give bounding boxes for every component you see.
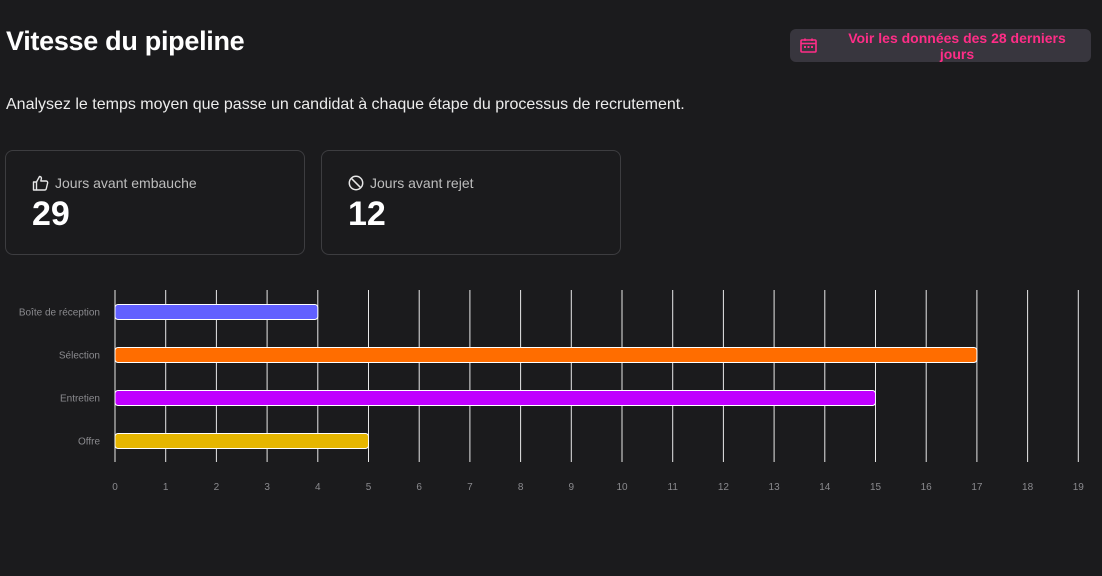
bar-3 <box>114 433 369 449</box>
thumbs-up-icon <box>32 175 49 191</box>
x-tick-label: 9 <box>569 482 575 493</box>
bar-0 <box>114 304 319 320</box>
chart-tick-labels: 0 1 2 3 4 5 6 7 8 9 10 11 12 13 14 15 16 17 18 19 <box>112 482 1084 493</box>
category-label: Sélection <box>59 351 100 362</box>
stat-hire-label: Jours avant embauche <box>55 175 197 191</box>
x-tick-label: 4 <box>315 482 321 493</box>
chart-category-labels: Boîte de réception Sélection Entretien Offr… <box>19 308 101 448</box>
x-tick-label: 2 <box>214 482 220 493</box>
x-tick-label: 18 <box>1022 482 1034 493</box>
x-tick-label: 17 <box>971 482 983 493</box>
x-tick-label: 6 <box>416 482 422 493</box>
x-tick-label: 7 <box>467 482 473 493</box>
bar-1 <box>114 347 978 363</box>
x-tick-label: 1 <box>163 482 169 493</box>
date-range-button[interactable]: Voir les données des 28 derniers jours <box>790 29 1091 62</box>
x-tick-label: 12 <box>718 482 730 493</box>
prohibited-icon <box>348 175 364 191</box>
chart-grid <box>114 290 1079 462</box>
page-description: Analysez le temps moyen que passe un can… <box>6 96 685 113</box>
x-tick-label: 5 <box>366 482 372 493</box>
category-label: Entretien <box>60 394 100 405</box>
x-tick-label: 3 <box>264 482 270 493</box>
stat-reject-value: 12 <box>348 195 386 233</box>
x-tick-label: 11 <box>668 482 679 493</box>
x-tick-label: 15 <box>870 482 882 493</box>
x-tick-label: 8 <box>518 482 524 493</box>
x-tick-label: 16 <box>921 482 933 493</box>
stat-card-reject-header: Jours avant rejet <box>348 175 474 191</box>
x-tick-label: 19 <box>1073 482 1085 493</box>
stat-card-hire: Jours avant embauche 29 <box>5 150 305 255</box>
x-tick-label: 14 <box>819 482 831 493</box>
bar-2 <box>114 390 876 406</box>
date-range-label: Voir les données des 28 derniers jours <box>848 29 1066 62</box>
stat-card-hire-header: Jours avant embauche <box>32 175 197 191</box>
stat-reject-label: Jours avant rejet <box>370 175 474 191</box>
category-label: Offre <box>78 437 100 448</box>
chart-bars <box>114 304 978 449</box>
x-tick-label: 0 <box>112 482 118 493</box>
x-tick-label: 10 <box>616 482 628 493</box>
page-title: Vitesse du pipeline <box>6 26 245 56</box>
calendar-icon <box>800 38 817 53</box>
stage-duration-chart: Boîte de réception Sélection Entretien Offr… <box>19 290 1084 493</box>
category-label: Boîte de réception <box>19 308 100 319</box>
stat-hire-value: 29 <box>32 195 70 233</box>
stat-card-reject: Jours avant rejet 12 <box>321 150 621 255</box>
x-tick-label: 13 <box>769 482 781 493</box>
